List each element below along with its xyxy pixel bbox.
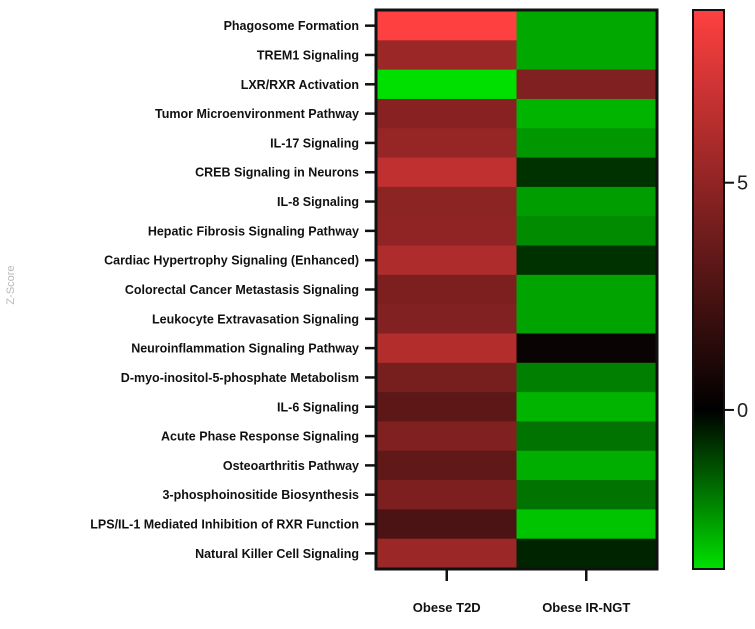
row-label: D-myo-inositol-5-phosphate Metabolism (121, 371, 359, 385)
heatmap-cell (516, 362, 657, 393)
heatmap-cell (377, 245, 518, 276)
heatmap-cell (377, 538, 518, 569)
column-ticks (445, 569, 588, 581)
colorbar-tick-label: 0 (737, 400, 748, 422)
heatmap-cell (377, 450, 518, 481)
row-label: Neuroinflammation Signaling Pathway (131, 342, 359, 356)
heatmap-cell (377, 392, 518, 423)
heatmap-cell (377, 40, 518, 71)
heatmap-cell (377, 11, 518, 41)
row-label: TREM1 Signaling (257, 48, 359, 62)
colorbar-tick-label: 5 (737, 173, 748, 195)
row-label: Cardiac Hypertrophy Signaling (Enhanced) (104, 254, 359, 268)
heatmap-cell (516, 40, 657, 71)
heatmap-cell (377, 333, 518, 364)
row-label: Osteoarthritis Pathway (223, 459, 359, 473)
heatmap-cell (516, 245, 657, 276)
heatmap-cell (516, 157, 657, 188)
heatmap-cell (516, 304, 657, 335)
row-label: Leukocyte Extravasation Signaling (152, 312, 359, 326)
colorbar-ticks: 50 (724, 173, 748, 422)
heatmap-cell (377, 98, 518, 129)
heatmap-cell (377, 480, 518, 510)
heatmap-cell (377, 157, 518, 188)
heatmap-cell (516, 69, 657, 100)
heatmap-cell (516, 480, 657, 510)
heatmap-cell (516, 98, 657, 129)
row-label: CREB Signaling in Neurons (195, 166, 359, 180)
heatmap-cell (516, 186, 657, 217)
row-label: Phagosome Formation (224, 19, 359, 33)
heatmap-cell (516, 128, 657, 159)
heatmap-cell (516, 392, 657, 423)
row-label: 3-phosphoinositide Biosynthesis (162, 488, 359, 502)
z-score-axis-label: Z-Score (5, 265, 17, 304)
row-ticks (365, 24, 376, 555)
heatmap-cell (516, 421, 657, 452)
heatmap-cell (516, 509, 657, 540)
row-label: Tumor Microenvironment Pathway (155, 107, 359, 121)
row-label: LPS/IL-1 Mediated Inhibition of RXR Func… (90, 518, 359, 532)
heatmap-cells (377, 11, 657, 569)
column-label: Obese T2D (413, 600, 481, 615)
heatmap-cell (516, 538, 657, 569)
heatmap-cell (377, 69, 518, 100)
row-label: Hepatic Fibrosis Signaling Pathway (148, 224, 359, 238)
heatmap-cell (377, 128, 518, 159)
heatmap-cell (377, 509, 518, 540)
row-label: IL-8 Signaling (277, 195, 359, 209)
row-label: Natural Killer Cell Signaling (195, 547, 359, 561)
heatmap-cell (516, 450, 657, 481)
row-label: IL-17 Signaling (270, 136, 359, 150)
heatmap-cell (516, 216, 657, 247)
colorbar (692, 9, 725, 570)
heatmap-cell (516, 274, 657, 305)
heatmap-cell (377, 421, 518, 452)
column-label: Obese IR-NGT (542, 600, 630, 615)
heatmap-cell (377, 216, 518, 247)
column-labels: Obese T2D Obese IR-NGT (413, 600, 631, 615)
heatmap-cell (516, 11, 657, 41)
heatmap-cell (516, 333, 657, 364)
row-label: Colorectal Cancer Metastasis Signaling (125, 283, 359, 297)
row-label: IL-6 Signaling (277, 400, 359, 414)
row-label: Acute Phase Response Signaling (161, 430, 359, 444)
row-label: LXR/RXR Activation (241, 78, 359, 92)
row-labels: Phagosome Formation TREM1 Signaling LXR/RX… (90, 19, 359, 561)
heatmap-cell (377, 274, 518, 305)
heatmap-cell (377, 186, 518, 217)
heatmap-cell (377, 362, 518, 393)
heatmap-cell (377, 304, 518, 335)
